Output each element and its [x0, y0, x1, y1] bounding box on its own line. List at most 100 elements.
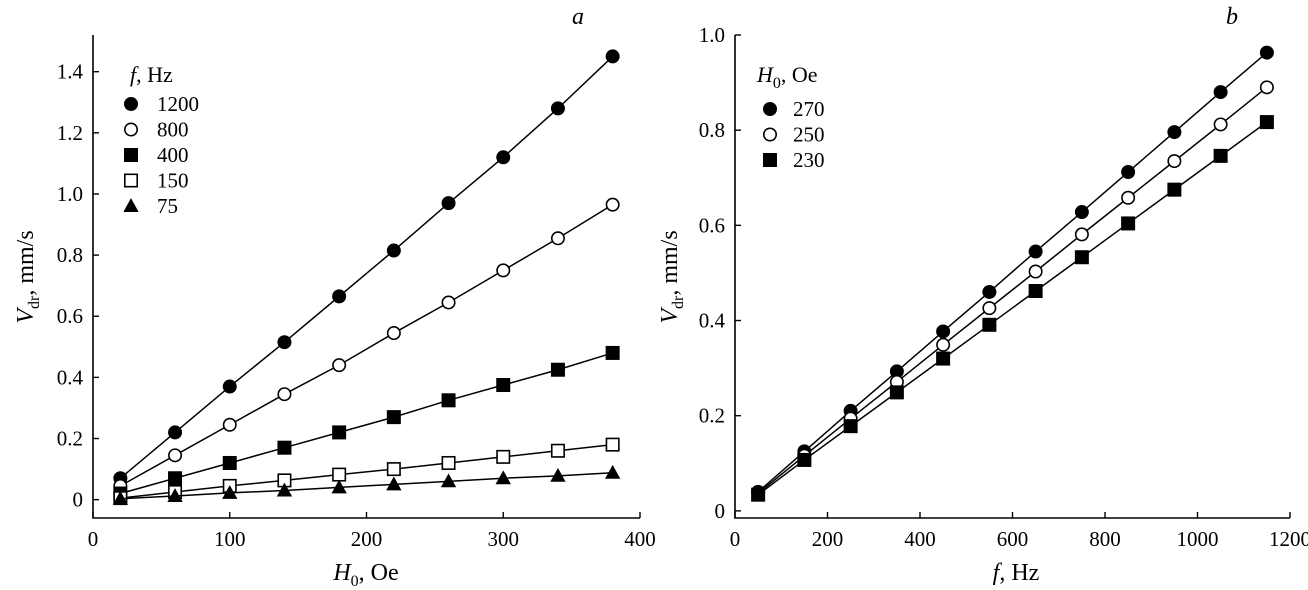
panel-a-series-line-1200: [119, 55, 614, 479]
panel-b-point-270: [1259, 45, 1274, 60]
panel-a-x-tick-label: 0: [88, 527, 99, 551]
panel-b-legend-label-250: 250: [793, 123, 825, 147]
panel-a-point-150: [386, 462, 401, 477]
panel-b-y-tick-label: 0.8: [699, 118, 725, 142]
panel-a-point-400: [441, 393, 456, 408]
panel-b-point-230: [797, 452, 812, 467]
panel-a-legend-label-400: 400: [157, 143, 189, 167]
panel-a-y-tick-label: 0.2: [57, 427, 83, 451]
panel-a-point-800: [332, 358, 347, 373]
panel-a-point-800: [605, 197, 620, 212]
panel-a-x-tick-label: 300: [488, 527, 520, 551]
panel-b-y-axis-label: Vdr, mm/s: [657, 230, 687, 323]
panel-a-point-400: [168, 471, 183, 486]
panel-b-chart: 0 200 400 600 800 1000 1200 0 0.2 0.4 0.6 0.8 1.0 H0,…: [657, 4, 1308, 586]
panel-b-point-250: [982, 301, 997, 316]
panel-a-point-1200: [550, 101, 565, 116]
panel-a-legend-marker-75: [123, 198, 139, 212]
panel-a-point-800: [222, 417, 237, 432]
panel-b-y-tick-label: 0: [715, 499, 726, 523]
panel-b-x-tick-label: 400: [904, 527, 936, 551]
panel-a-point-800: [441, 295, 456, 310]
panel-b-point-230: [982, 317, 997, 332]
panel-b-series-line-230: [757, 121, 1268, 496]
panel-b-y-tick-label: 0.4: [699, 309, 726, 333]
panel-a-point-400: [496, 378, 511, 393]
panel-a-x-tick-label: 400: [624, 527, 656, 551]
panel-b-letter: b: [1226, 4, 1238, 30]
panel-a-point-400: [277, 440, 292, 455]
panel-a-legend-marker-150: [124, 173, 139, 188]
panel-b-point-230: [889, 385, 904, 400]
panel-a-series-line-75: [120, 472, 613, 500]
panel-b-point-250: [1259, 80, 1274, 95]
panel-a-point-150: [605, 437, 620, 452]
panel-b-point-250: [1167, 154, 1182, 169]
panel-a-point-75: [222, 485, 238, 499]
panel-b-legend-label-230: 230: [793, 148, 825, 172]
panel-a-x-axis-label: H0, Oe: [332, 560, 398, 590]
panel-b-point-250: [1121, 190, 1136, 205]
panel-a-series-line-150: [120, 443, 613, 499]
panel-b-point-250: [1074, 227, 1089, 242]
panel-b-legend-label-270: 270: [793, 97, 825, 121]
panel-a-legend-label-75: 75: [157, 194, 178, 218]
panel-b-legend-marker-270: [762, 102, 777, 117]
panel-b-x-tick-label: 1000: [1177, 527, 1219, 551]
panel-b-y-tick-label: 1.0: [699, 23, 725, 47]
panel-b-series-line-270: [757, 52, 1268, 493]
panel-b-point-230: [1259, 115, 1274, 130]
panel-b-point-250: [936, 337, 951, 352]
panel-a-point-1200: [168, 425, 183, 440]
panel-a-point-800: [277, 387, 292, 402]
panel-a-point-150: [550, 443, 565, 458]
panel-b-point-270: [936, 324, 951, 339]
panel-b-point-270: [1121, 165, 1136, 180]
panel-a-x-tick-label: 200: [351, 527, 383, 551]
panel-b-legend-marker-250: [762, 127, 777, 142]
panel-b-y-tick-label: 0.2: [699, 404, 725, 428]
panel-b-point-230: [1213, 148, 1228, 163]
panel-a-point-800: [496, 263, 511, 278]
panel-a-point-75: [112, 490, 129, 505]
panel-a-y-axis-label: Vdr, mm/s: [13, 230, 43, 323]
panel-a-y-tick-label: 0: [73, 488, 84, 512]
panel-b-legend-title: H0, Oe: [756, 62, 818, 92]
panel-a-legend-marker-1200: [124, 97, 139, 112]
panel-b-point-230: [1167, 182, 1182, 197]
panel-a-chart: 0 100 200 300 400 0 0.2 0.4 0.6 0.8 1.0 1.2 1.4 f, Hz…: [13, 4, 656, 590]
panel-a-point-800: [168, 448, 183, 463]
panel-a-point-150: [332, 467, 347, 482]
panel-b-x-tick-label: 800: [1089, 527, 1121, 551]
panel-b-point-230: [751, 487, 766, 502]
panel-a-point-150: [496, 449, 511, 464]
panel-a-legend-label-800: 800: [157, 118, 189, 142]
panel-b-point-270: [1167, 125, 1182, 140]
panel-b-y-tick-label: 0.6: [699, 213, 725, 237]
panel-a-series-line-800: [119, 204, 614, 487]
panel-b-legend-marker-230: [762, 153, 777, 168]
panel-b-point-230: [936, 351, 951, 366]
panel-b-point-250: [1213, 117, 1228, 132]
panel-a-point-400: [332, 425, 347, 440]
panel-a-point-400: [550, 362, 565, 377]
panel-a-point-75: [276, 482, 293, 497]
panel-a-point-1200: [496, 150, 511, 165]
panel-b-x-tick-label: 1200: [1269, 527, 1308, 551]
panel-a-y-tick-label: 1.2: [57, 121, 83, 145]
panel-b-point-230: [1074, 250, 1089, 265]
panel-a-point-1200: [332, 289, 347, 304]
panel-a-y-tick-label: 1.4: [57, 60, 84, 84]
panel-b-series-line-250: [757, 86, 1268, 494]
panel-a-point-1200: [277, 335, 292, 350]
panel-a-point-75: [550, 467, 566, 482]
panel-a-x-tick-label: 100: [214, 527, 246, 551]
panel-a-point-1200: [386, 243, 401, 258]
panel-b-point-270: [1074, 205, 1089, 220]
panel-a-point-400: [222, 455, 237, 470]
panel-a-y-tick-label: 0.4: [57, 365, 84, 389]
panel-a-letter: a: [572, 4, 584, 30]
panel-b-point-270: [982, 284, 997, 299]
panel-a-point-75: [440, 473, 457, 488]
panel-a-point-1200: [605, 49, 620, 64]
